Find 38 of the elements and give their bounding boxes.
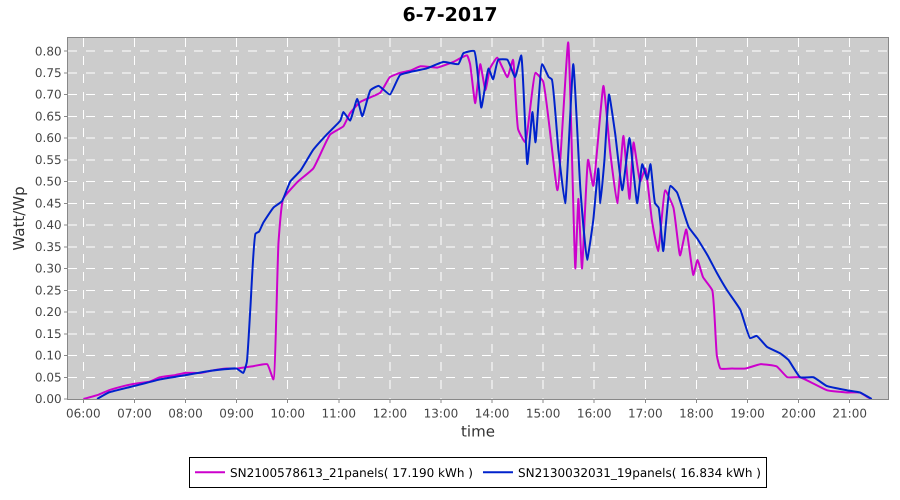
y-tick-label: 0.35: [34, 240, 62, 254]
x-tick-label: 21:00: [832, 406, 867, 420]
x-tick-label: 06:00: [66, 406, 101, 420]
y-tick-label: 0.65: [34, 109, 62, 124]
y-tick-label: 0.55: [34, 152, 62, 167]
x-tick-label: 10:00: [270, 406, 305, 420]
y-tick-label: 0.50: [34, 174, 62, 189]
y-tick-label: 0.25: [34, 283, 62, 298]
x-tick-label: 08:00: [168, 406, 203, 420]
x-tick-label: 18:00: [679, 406, 714, 420]
x-tick-label: 19:00: [730, 406, 765, 420]
x-tick-label: 07:00: [117, 406, 152, 420]
y-tick-label: 0.70: [34, 88, 62, 102]
y-tick-label: 0.15: [34, 326, 62, 341]
x-tick-label: 15:00: [526, 406, 560, 420]
y-tick-label: 0.20: [34, 305, 62, 320]
y-tick-label: 0.80: [34, 44, 62, 58]
x-tick-label: 20:00: [781, 406, 816, 420]
y-tick-label: 0.00: [34, 392, 62, 406]
chart-title: 6-7-2017: [402, 4, 498, 26]
x-tick-label: 09:00: [219, 406, 254, 420]
x-tick-label: 12:00: [372, 406, 408, 420]
x-tick-label: 14:00: [474, 406, 510, 420]
y-tick-label: 0.40: [34, 218, 62, 232]
y-tick-label: 0.45: [34, 196, 62, 210]
x-tick-label: 13:00: [424, 406, 458, 420]
y-tick-label: 0.10: [34, 348, 62, 363]
y-tick-label: 0.60: [34, 131, 62, 146]
legend-label: SN2100578613_21panels( 17.190 kWh ): [230, 466, 473, 480]
y-tick-label: 0.05: [34, 370, 62, 384]
y-axis-title: Watt/Wp: [10, 186, 28, 251]
x-tick-label: 17:00: [628, 406, 663, 420]
x-axis-title: time: [461, 422, 495, 440]
legend-label: SN2130032031_19panels( 16.834 kWh ): [518, 466, 761, 480]
y-tick-label: 0.75: [34, 66, 62, 80]
x-tick-label: 11:00: [321, 406, 356, 420]
x-tick-label: 16:00: [576, 406, 612, 420]
y-tick-label: 0.30: [34, 262, 62, 276]
